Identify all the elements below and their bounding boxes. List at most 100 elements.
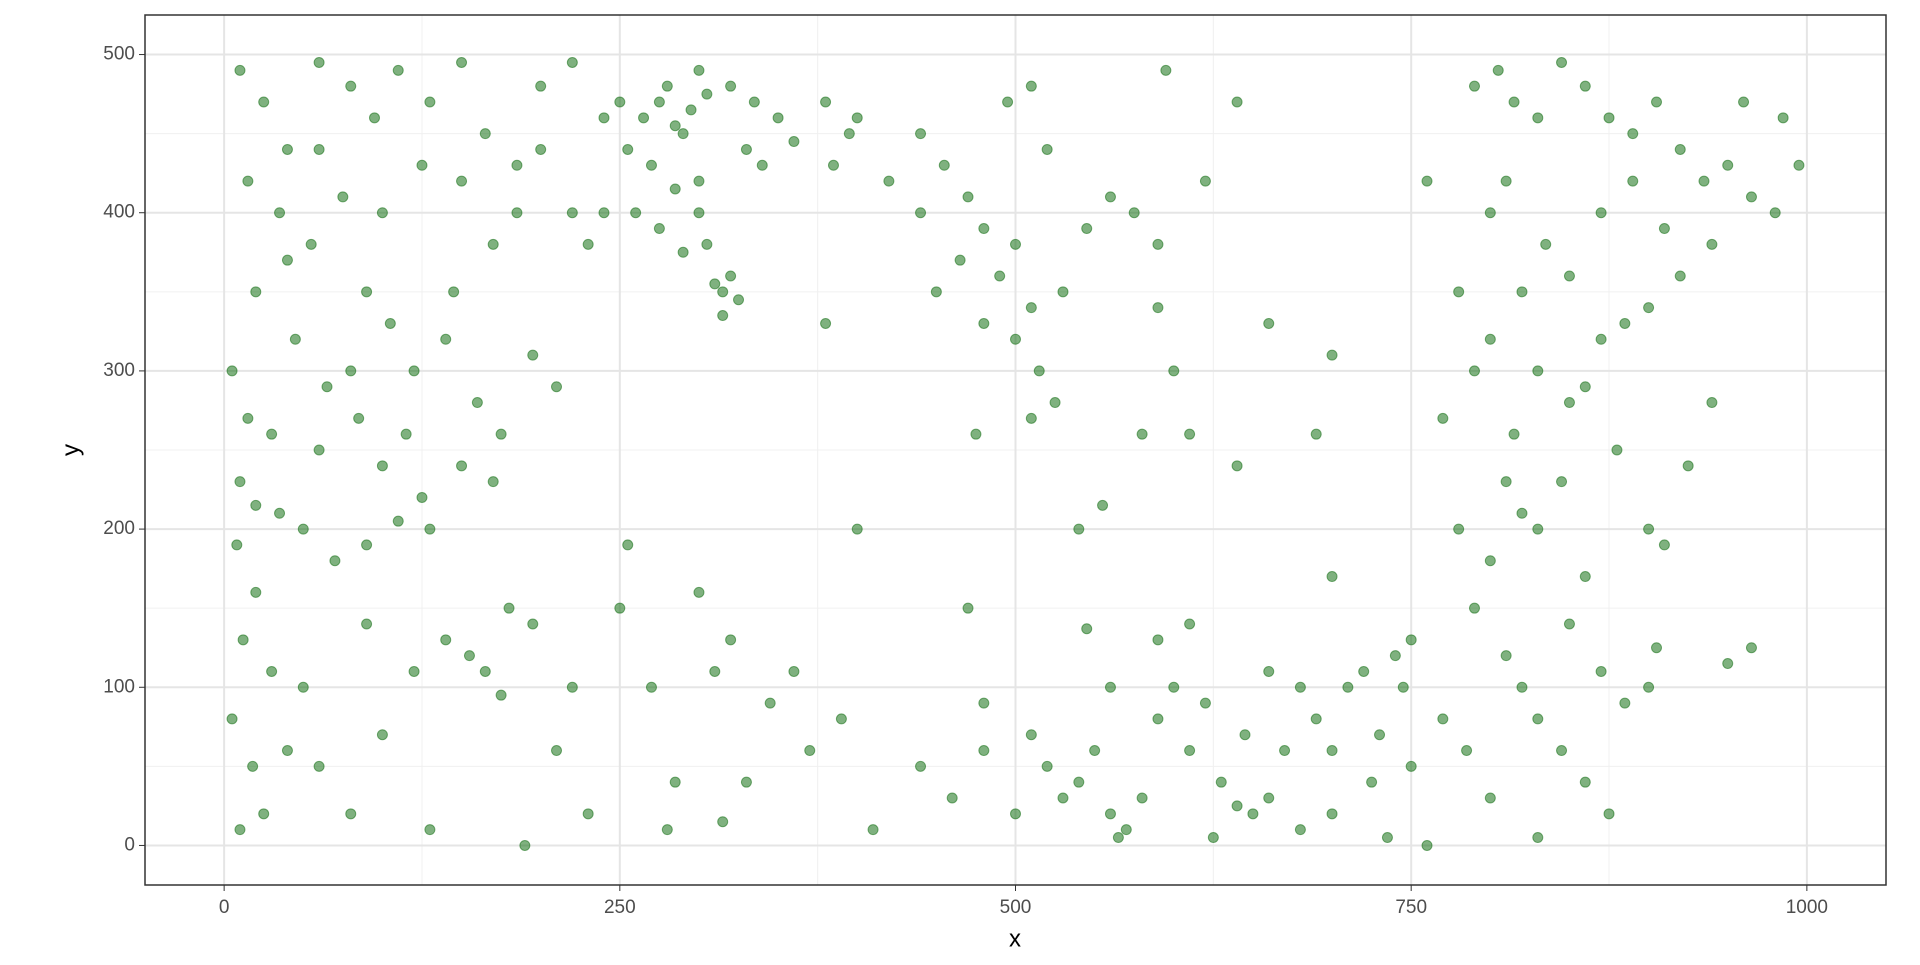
point <box>653 223 665 235</box>
point <box>1492 64 1504 76</box>
point <box>1120 824 1132 836</box>
point <box>1152 238 1164 250</box>
point <box>368 112 380 124</box>
point <box>677 128 689 140</box>
point <box>258 96 270 108</box>
point <box>1049 397 1061 409</box>
point <box>1089 745 1101 757</box>
point <box>456 175 468 187</box>
point <box>717 310 729 322</box>
x-tick-label: 750 <box>1395 897 1427 918</box>
point <box>1532 832 1544 844</box>
point <box>1421 839 1433 851</box>
point <box>756 159 768 171</box>
point <box>1563 397 1575 409</box>
point <box>1215 776 1227 788</box>
point <box>1619 697 1631 709</box>
point <box>1073 523 1085 535</box>
point <box>1563 270 1575 282</box>
point <box>424 96 436 108</box>
point <box>1453 523 1465 535</box>
point <box>883 175 895 187</box>
point <box>361 286 373 298</box>
point <box>551 381 563 393</box>
point <box>1231 96 1243 108</box>
point <box>519 839 531 851</box>
point <box>1643 523 1655 535</box>
point <box>669 183 681 195</box>
point <box>551 745 563 757</box>
point <box>669 776 681 788</box>
point <box>1033 365 1045 377</box>
point <box>1745 642 1757 654</box>
point <box>1500 476 1512 488</box>
point <box>329 555 341 567</box>
point <box>1722 658 1734 670</box>
point <box>1374 729 1386 741</box>
point <box>1540 238 1552 250</box>
point <box>1738 96 1750 108</box>
point <box>614 96 626 108</box>
point <box>1405 634 1417 646</box>
point <box>1461 745 1473 757</box>
point <box>1437 412 1449 424</box>
point <box>1722 159 1734 171</box>
point <box>709 278 721 290</box>
point <box>645 159 657 171</box>
point <box>408 665 420 677</box>
y-tick-label: 500 <box>103 44 135 65</box>
point <box>448 286 460 298</box>
point <box>1073 776 1085 788</box>
point <box>1199 175 1211 187</box>
point <box>297 523 309 535</box>
point <box>1556 476 1568 488</box>
point <box>353 412 365 424</box>
point <box>1595 333 1607 345</box>
point <box>242 175 254 187</box>
point <box>566 207 578 219</box>
point <box>495 428 507 440</box>
point <box>661 80 673 92</box>
point <box>725 270 737 282</box>
point <box>685 104 697 116</box>
point <box>978 697 990 709</box>
point <box>962 602 974 614</box>
point <box>1532 112 1544 124</box>
point <box>1381 832 1393 844</box>
point <box>1627 128 1639 140</box>
point <box>234 476 246 488</box>
point <box>250 499 262 511</box>
point <box>1010 808 1021 820</box>
point <box>1516 681 1528 693</box>
y-tick-label: 100 <box>103 676 135 697</box>
point <box>1081 623 1093 635</box>
point <box>630 207 642 219</box>
point <box>527 618 539 630</box>
y-tick-label: 400 <box>103 202 135 223</box>
point <box>677 246 689 258</box>
point <box>463 650 475 662</box>
point <box>535 80 547 92</box>
point <box>1468 602 1480 614</box>
point <box>1263 792 1275 804</box>
point <box>1057 792 1069 804</box>
point <box>1706 238 1718 250</box>
point <box>289 333 301 345</box>
point <box>231 539 243 551</box>
y-axis-title: y <box>57 444 84 456</box>
point <box>376 729 388 741</box>
point <box>1326 349 1338 361</box>
point <box>1532 713 1544 725</box>
point <box>1041 143 1053 155</box>
point <box>266 428 278 440</box>
point <box>1643 681 1655 693</box>
point <box>1508 96 1520 108</box>
point <box>1777 112 1789 124</box>
point <box>345 365 357 377</box>
point <box>1651 642 1663 654</box>
point <box>1405 760 1417 772</box>
point <box>1595 665 1607 677</box>
point <box>250 586 262 598</box>
point <box>416 159 428 171</box>
point <box>1025 80 1037 92</box>
